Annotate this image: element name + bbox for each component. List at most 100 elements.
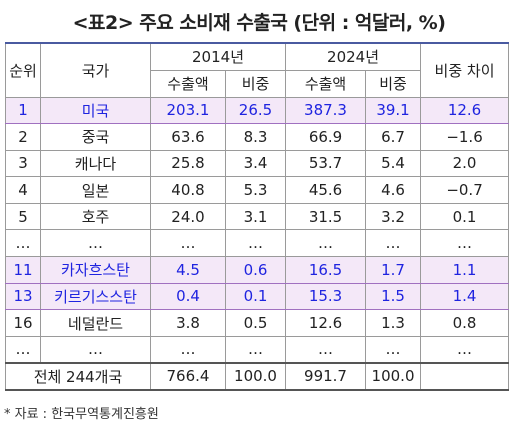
- table-row: …………………: [5, 229, 510, 258]
- table-row: 13 키르기스스탄 0.4 0.1 15.3 1.5 1.4: [5, 282, 510, 311]
- cell: 4.6: [365, 176, 422, 204]
- cell: 40.8: [150, 176, 226, 204]
- header-cell: 비중 차이: [420, 42, 510, 98]
- cell: …: [40, 229, 151, 258]
- cell: 991.7: [285, 361, 367, 391]
- cell: 3: [5, 149, 41, 178]
- cell: 카자흐스탄: [40, 256, 151, 284]
- cell: 0.1: [420, 202, 510, 231]
- cell: …: [150, 335, 226, 364]
- table-row: 16 네덜란드 3.8 0.5 12.6 1.3 0.8: [5, 309, 510, 337]
- cell: 53.7: [285, 149, 367, 178]
- cell: 1.5: [365, 282, 422, 311]
- cell: 캐나다: [40, 149, 151, 178]
- cell: 0.8: [420, 309, 510, 337]
- header-cell: 수출액: [285, 69, 367, 98]
- cell: …: [5, 335, 41, 364]
- header-cell: 2014년: [149, 42, 287, 71]
- cell: …: [420, 229, 510, 258]
- cell: [420, 361, 510, 391]
- cell: 11: [5, 256, 41, 284]
- cell: 1.4: [420, 282, 510, 311]
- table-row: 2 중국 63.6 8.3 66.9 6.7 −1.6: [5, 123, 510, 151]
- cell: 키르기스스탄: [40, 282, 151, 311]
- cell: 0.6: [224, 256, 287, 284]
- table-row: …………………: [5, 335, 510, 364]
- cell: 12.6: [420, 96, 510, 125]
- cell: 2: [5, 123, 41, 151]
- cell: 네덜란드: [40, 309, 151, 337]
- cell: 15.3: [285, 282, 367, 311]
- title: <표2> 주요 소비재 수출국 (단위 : 억달러, %): [72, 12, 446, 34]
- cell: 5: [5, 202, 41, 231]
- cell: 25.8: [150, 149, 226, 178]
- cell: 26.5: [224, 96, 287, 125]
- cell: 일본: [40, 176, 151, 204]
- cell: 0.5: [224, 309, 287, 337]
- cell: …: [365, 335, 422, 364]
- cell: 4: [5, 176, 41, 204]
- cell: …: [285, 335, 367, 364]
- table-body: 1 미국 203.1 26.5 387.3 39.1 12.6 2 중국 63.6 8.3 66.9 6…: [5, 96, 510, 391]
- table-header: 순위 국가 2014년 2024년 비중 차이 수출액 비중 수출액 비중: [5, 42, 510, 98]
- header-cell: 비중: [365, 69, 422, 98]
- table-row: 4 일본 40.8 5.3 45.6 4.6 −0.7: [5, 176, 510, 204]
- cell: 5.4: [365, 149, 422, 178]
- cell: 1.7: [365, 256, 422, 284]
- cell: −0.7: [420, 176, 510, 204]
- cell: 31.5: [285, 202, 367, 231]
- cell: …: [40, 335, 151, 364]
- cell: …: [285, 229, 367, 258]
- cell: −1.6: [420, 123, 510, 151]
- header-cell: 비중: [224, 69, 287, 98]
- cell: 66.9: [285, 123, 367, 151]
- cell: 766.4: [150, 361, 226, 391]
- cell: 12.6: [285, 309, 367, 337]
- cell: 0.1: [224, 282, 287, 311]
- cell: …: [365, 229, 422, 258]
- total-row: 전체 244개국 766.4 100.0 991.7 100.0: [5, 361, 510, 391]
- cell: 3.1: [224, 202, 287, 231]
- cell: 16: [5, 309, 41, 337]
- footnote: * 자료 : 한국무역통계진흥원: [4, 407, 159, 422]
- cell: 1: [5, 96, 41, 125]
- header-cell: 2024년: [285, 42, 422, 71]
- header-cell: 국가: [40, 42, 151, 98]
- cell: 8.3: [224, 123, 287, 151]
- cell: 203.1: [150, 96, 226, 125]
- cell: 0.4: [150, 282, 226, 311]
- cell: 전체 244개국: [5, 361, 151, 391]
- table-row: 1 미국 203.1 26.5 387.3 39.1 12.6: [5, 96, 510, 125]
- cell: 100.0: [224, 361, 287, 391]
- cell: 63.6: [150, 123, 226, 151]
- cell: 2.0: [420, 149, 510, 178]
- cell: 1.3: [365, 309, 422, 337]
- cell: 4.5: [150, 256, 226, 284]
- cell: 미국: [40, 96, 151, 125]
- cell: 39.1: [365, 96, 422, 125]
- cell: 3.2: [365, 202, 422, 231]
- cell: 45.6: [285, 176, 367, 204]
- table-row: 11 카자흐스탄 4.5 0.6 16.5 1.7 1.1: [5, 256, 510, 284]
- cell: 387.3: [285, 96, 367, 125]
- cell: 100.0: [365, 361, 422, 391]
- cell: 13: [5, 282, 41, 311]
- cell: 호주: [40, 202, 151, 231]
- cell: 16.5: [285, 256, 367, 284]
- cell: 1.1: [420, 256, 510, 284]
- cell: …: [224, 229, 287, 258]
- header-cell: 순위: [5, 42, 41, 98]
- cell: 24.0: [150, 202, 226, 231]
- cell: 중국: [40, 123, 151, 151]
- cell: …: [150, 229, 226, 258]
- table-row: 5 호주 24.0 3.1 31.5 3.2 0.1: [5, 202, 510, 231]
- cell: …: [420, 335, 510, 364]
- cell: …: [5, 229, 41, 258]
- cell: 3.4: [224, 149, 287, 178]
- cell: 5.3: [224, 176, 287, 204]
- table-row: 3 캐나다 25.8 3.4 53.7 5.4 2.0: [5, 149, 510, 178]
- cell: …: [224, 335, 287, 364]
- header-cell: 수출액: [150, 69, 226, 98]
